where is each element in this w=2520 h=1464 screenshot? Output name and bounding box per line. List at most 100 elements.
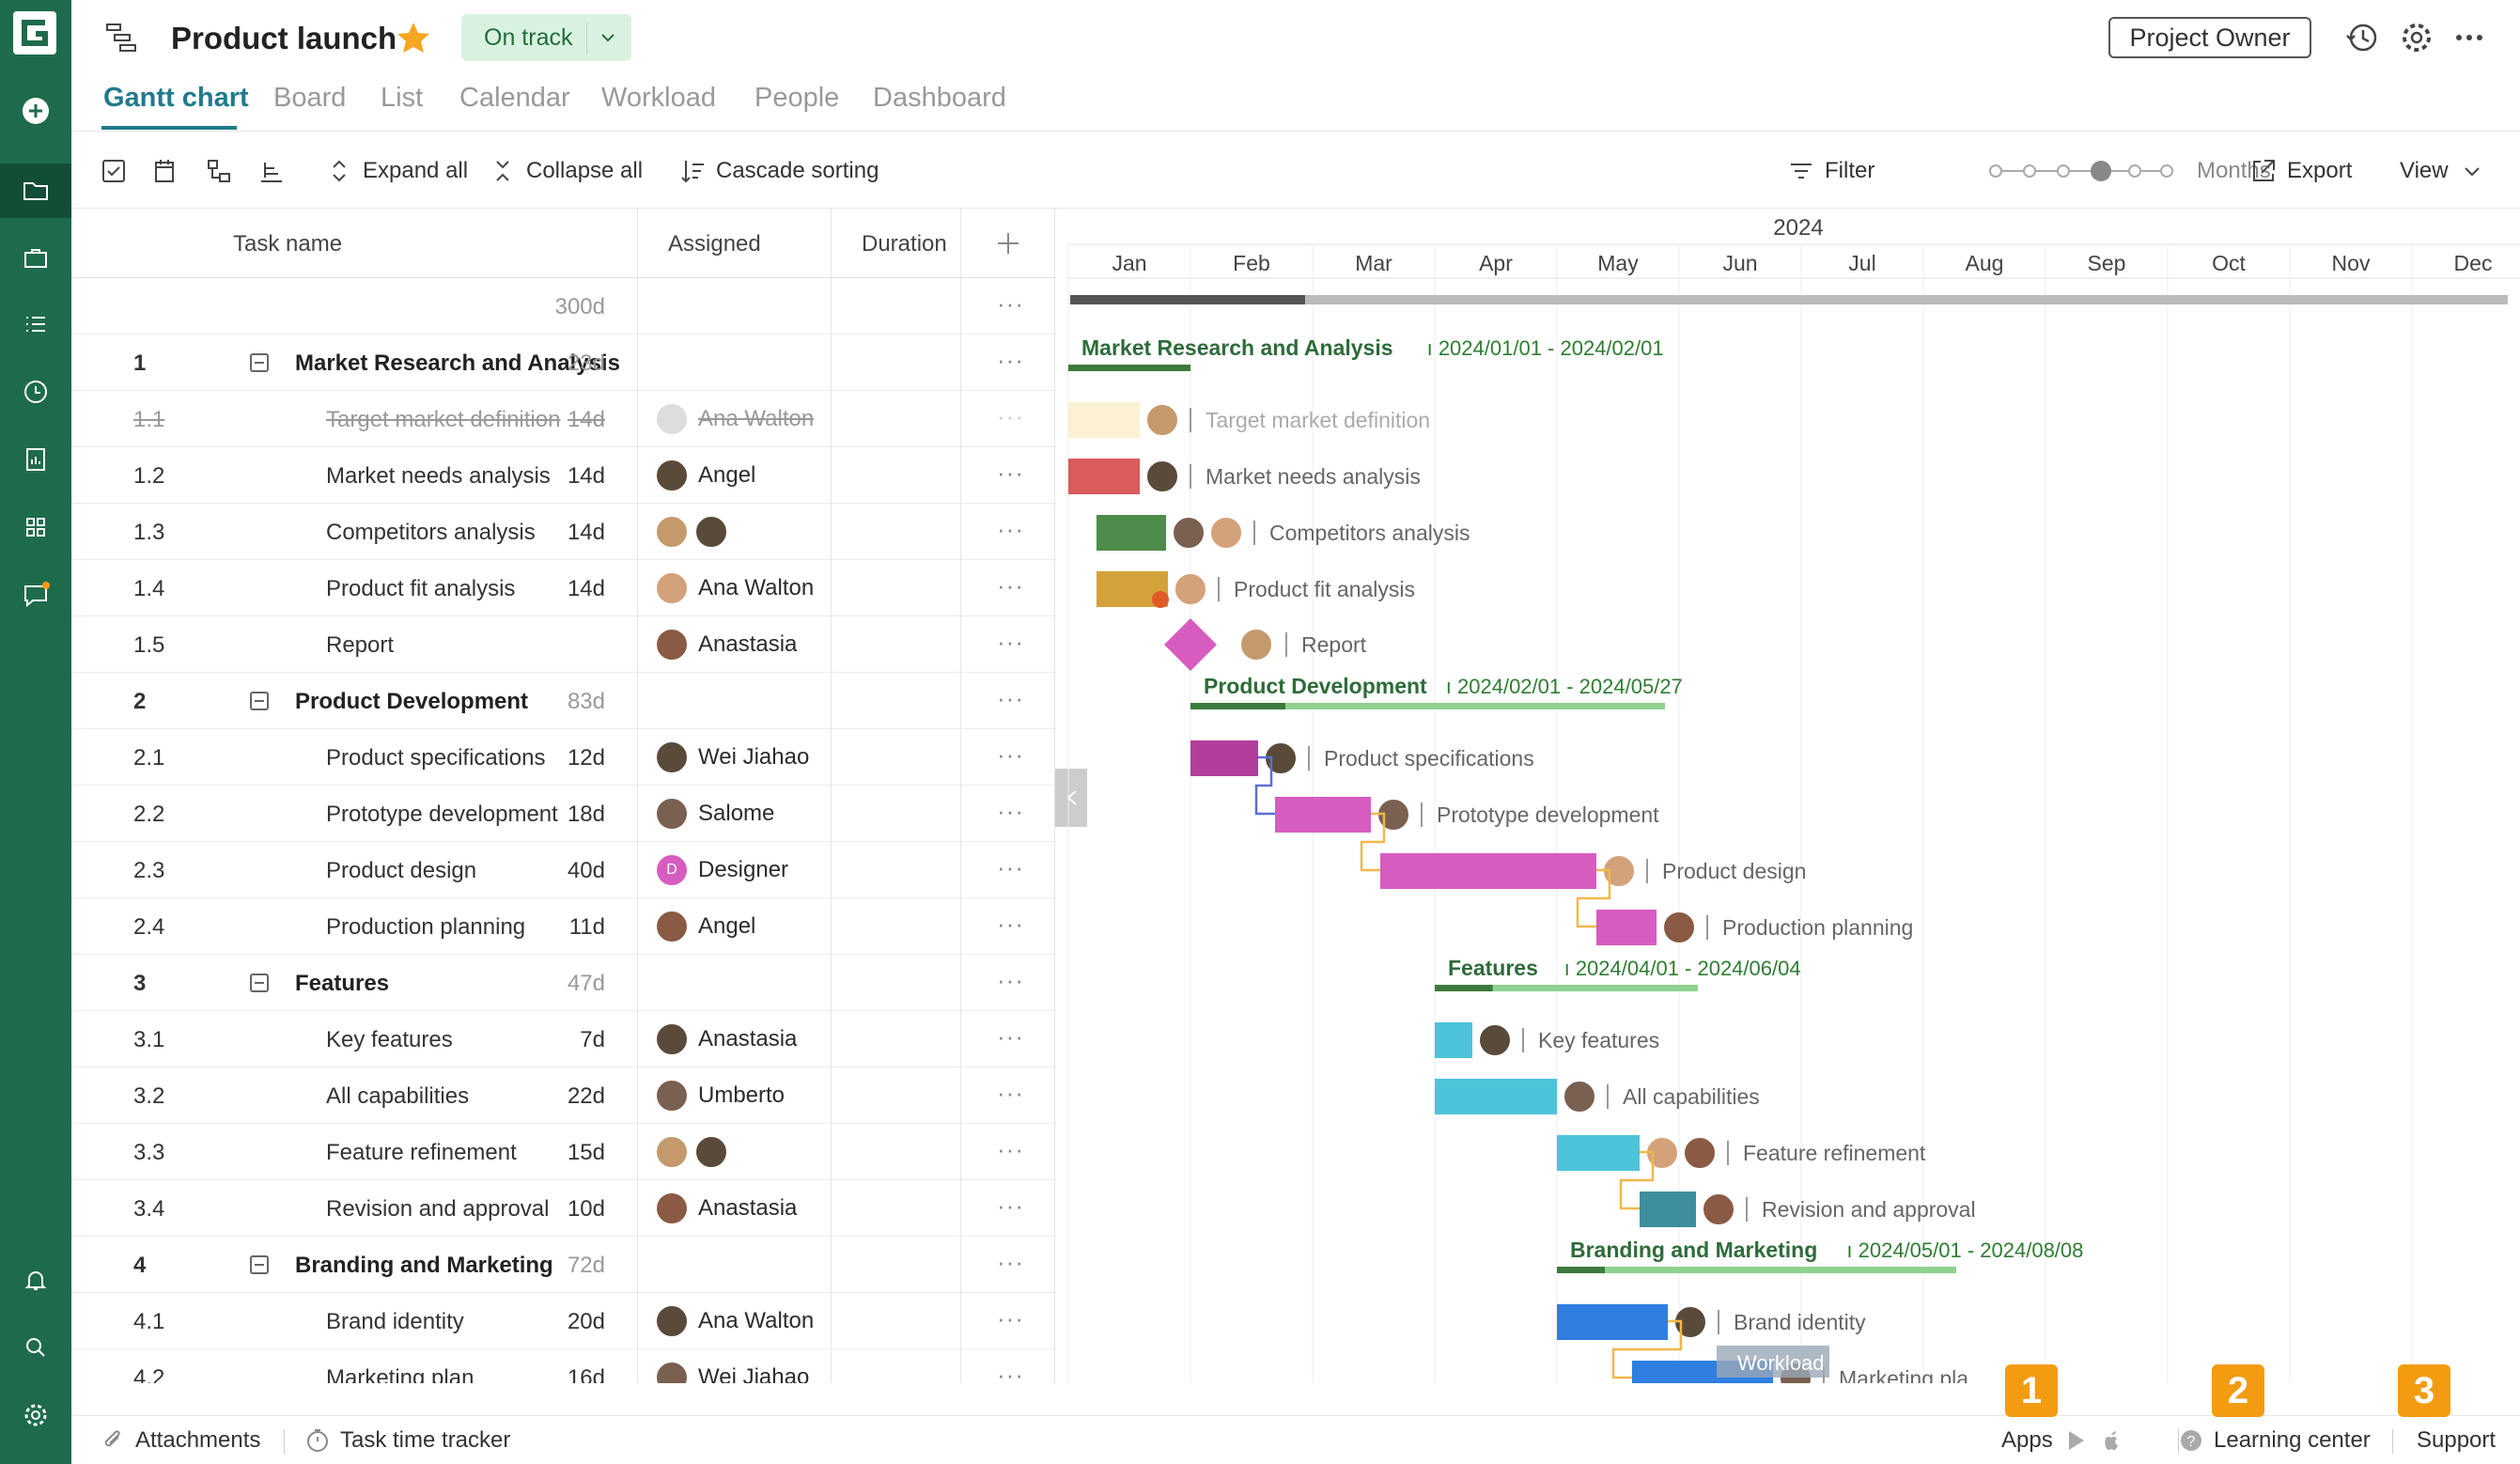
task-name[interactable]: Features <box>295 971 390 996</box>
task-bar[interactable] <box>1097 515 1166 551</box>
task-name[interactable]: Key features <box>326 1027 453 1052</box>
task-row[interactable]: 2.3 Product design D Designer 40d ··· <box>71 842 1056 898</box>
learning-center-link[interactable]: ? Learning center <box>2178 1427 2371 1454</box>
search-icon[interactable] <box>17 1329 54 1366</box>
history-icon[interactable] <box>2343 19 2381 56</box>
critical-path-icon[interactable] <box>257 154 286 188</box>
more-options-icon[interactable]: ··· <box>997 1248 1024 1276</box>
task-name[interactable]: Market Research and Analysis <box>295 350 620 376</box>
ganttpro-logo-icon[interactable] <box>11 9 58 56</box>
collapse-toggle-icon[interactable] <box>250 973 269 992</box>
task-name[interactable]: Market needs analysis <box>326 463 551 489</box>
assignee-cell[interactable]: Wei Jiahao <box>655 1361 809 1383</box>
apps-grid-icon[interactable] <box>17 508 54 546</box>
project-owner-button[interactable]: Project Owner <box>2108 17 2311 58</box>
collapse-toggle-icon[interactable] <box>250 353 269 372</box>
task-row[interactable]: 2.4 Production planning Angel 11d ··· <box>71 898 1056 955</box>
more-options-icon[interactable]: ··· <box>997 1191 1024 1220</box>
task-row[interactable]: 1.4 Product fit analysis Ana Walton 14d ··· <box>71 560 1056 616</box>
task-row[interactable]: 3.1 Key features Anastasia 7d ··· <box>71 1011 1056 1067</box>
duration-cell[interactable]: 47d <box>567 971 605 996</box>
group-row[interactable]: 2 Product Development 83d ··· <box>71 673 1056 729</box>
assignee-cell[interactable]: Wei Jiahao <box>655 740 809 774</box>
view-dropdown[interactable]: View <box>2400 154 2486 188</box>
task-name[interactable]: Production planning <box>326 914 526 940</box>
duration-cell[interactable]: 15d <box>567 1140 605 1165</box>
more-options-icon[interactable]: ··· <box>997 1135 1024 1163</box>
task-name[interactable]: Prototype development <box>326 802 558 827</box>
more-options-icon[interactable]: ··· <box>997 1361 1024 1383</box>
more-options-icon[interactable]: ··· <box>997 402 1024 430</box>
settings-gear-icon[interactable] <box>2398 19 2435 56</box>
task-name[interactable]: Branding and Marketing <box>295 1253 553 1278</box>
assignee-cell[interactable] <box>655 515 728 549</box>
more-options-icon[interactable]: ··· <box>997 910 1024 938</box>
add-column-icon[interactable] <box>994 229 1022 257</box>
task-bar[interactable] <box>1557 1304 1668 1340</box>
duration-cell[interactable]: 14d <box>567 520 605 545</box>
settings-gear-icon[interactable] <box>17 1396 54 1434</box>
more-options-icon[interactable]: ··· <box>997 740 1024 769</box>
workload-toggle[interactable] <box>1717 1346 1829 1378</box>
duration-cell[interactable]: 14d <box>567 463 605 489</box>
cascade-sorting-button[interactable]: Cascade sorting <box>678 154 879 188</box>
more-options-icon[interactable]: ··· <box>997 853 1024 881</box>
more-options-icon[interactable]: ··· <box>997 1022 1024 1051</box>
add-icon[interactable] <box>17 92 54 130</box>
tab-dashboard[interactable]: Dashboard <box>873 83 1006 113</box>
column-header-task-name[interactable]: Task name <box>233 231 343 257</box>
expand-all-button[interactable]: Expand all <box>325 154 468 188</box>
task-bar[interactable] <box>1640 1191 1696 1227</box>
duration-cell[interactable]: 7d <box>580 1027 605 1052</box>
task-bar[interactable] <box>1190 740 1258 776</box>
assignee-cell[interactable]: Umberto <box>655 1079 785 1113</box>
group-summary-bar[interactable] <box>1190 703 1665 709</box>
task-name[interactable]: Target market definition <box>326 407 561 432</box>
task-time-tracker-button[interactable]: Task time tracker <box>304 1427 510 1454</box>
task-name[interactable]: Revision and approval <box>326 1196 550 1222</box>
more-options-icon[interactable]: ··· <box>997 459 1024 487</box>
tab-people[interactable]: People <box>754 83 840 113</box>
more-options-icon[interactable]: ··· <box>997 797 1024 825</box>
group-summary-bar[interactable] <box>1435 985 1698 991</box>
duration-cell[interactable]: 12d <box>567 745 605 771</box>
task-row[interactable]: 4.1 Brand identity Ana Walton 20d ··· <box>71 1293 1056 1349</box>
task-row[interactable]: 1.3 Competitors analysis 14d ··· <box>71 504 1056 560</box>
task-row[interactable]: 3.4 Revision and approval Anastasia 10d ··· <box>71 1180 1056 1237</box>
duration-cell[interactable]: 10d <box>567 1196 605 1222</box>
task-row[interactable]: 4.2 Marketing plan Wei Jiahao 16d ··· <box>71 1349 1056 1383</box>
group-progress-fill[interactable] <box>1557 1267 1605 1273</box>
task-row[interactable]: 1.2 Market needs analysis Angel 14d ··· <box>71 447 1056 504</box>
more-options-icon[interactable]: ··· <box>997 289 1024 318</box>
project-progress-bar[interactable] <box>1070 295 2508 304</box>
tab-workload[interactable]: Workload <box>601 83 716 113</box>
more-options-icon[interactable]: ··· <box>997 966 1024 994</box>
duration-cell[interactable]: 18d <box>567 802 605 827</box>
select-checkbox-icon[interactable] <box>100 154 128 188</box>
column-header-assigned[interactable]: Assigned <box>668 231 761 257</box>
duration-cell[interactable]: 83d <box>567 689 605 714</box>
star-favorite-icon[interactable] <box>395 19 432 56</box>
duration-cell[interactable]: 20d <box>567 1309 605 1334</box>
task-row[interactable]: 3.3 Feature refinement 15d ··· <box>71 1124 1056 1180</box>
project-progress-fill[interactable] <box>1070 295 1305 304</box>
folder-icon[interactable] <box>17 172 54 210</box>
tab-list[interactable]: List <box>381 83 424 113</box>
collapse-all-button[interactable]: Collapse all <box>489 154 643 188</box>
duration-cell[interactable]: 14d <box>567 407 605 432</box>
chat-icon[interactable] <box>17 576 54 614</box>
more-options-icon[interactable]: ··· <box>997 628 1024 656</box>
export-button[interactable]: Export <box>2249 154 2352 188</box>
group-summary-bar[interactable] <box>1557 1267 1956 1273</box>
task-name[interactable]: Product specifications <box>326 745 546 771</box>
task-name[interactable]: Feature refinement <box>326 1140 517 1165</box>
assignee-cell[interactable]: Ana Walton <box>655 1304 814 1338</box>
duration-cell[interactable]: 14d <box>567 576 605 601</box>
group-row[interactable]: 3 Features 47d ··· <box>71 955 1056 1011</box>
assignee-cell[interactable] <box>655 1135 728 1169</box>
task-bar[interactable] <box>1068 459 1140 494</box>
duration-cell[interactable]: 23d <box>567 350 605 376</box>
assignee-cell[interactable]: D Designer <box>655 853 788 887</box>
more-options-icon[interactable]: ··· <box>997 1079 1024 1107</box>
assignee-cell[interactable]: Salome <box>655 797 774 831</box>
